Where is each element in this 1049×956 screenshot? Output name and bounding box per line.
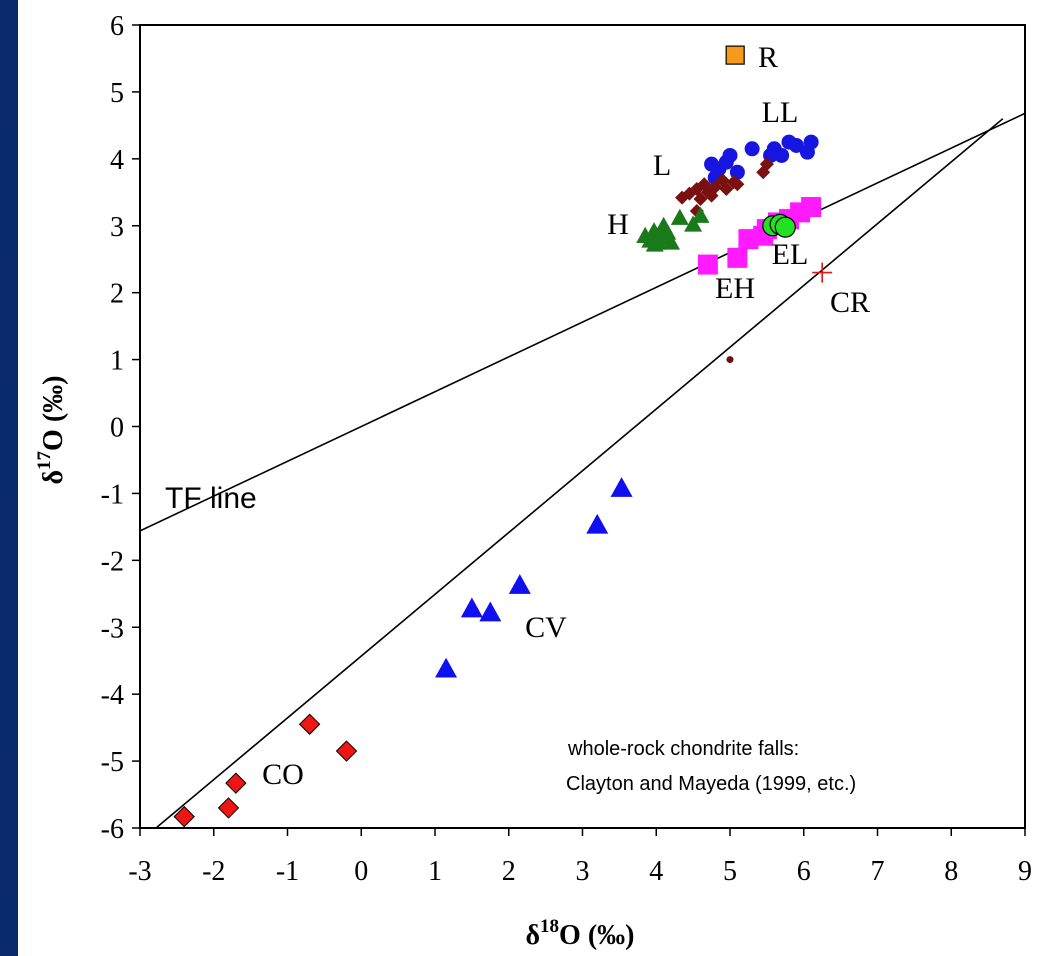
y-tick-label: 1: [110, 346, 124, 377]
source-note-line1: whole-rock chondrite falls:: [567, 738, 799, 760]
y-tick-label: -2: [101, 546, 124, 577]
reference-point: [726, 356, 734, 364]
cv-point: [479, 601, 502, 622]
x-tick-label: 4: [649, 856, 663, 887]
ll-point: [722, 147, 738, 163]
y-tick-label: 3: [110, 212, 124, 243]
x-tick-label: -2: [202, 856, 225, 887]
h-point: [670, 208, 689, 225]
co-point: [335, 740, 358, 762]
x-tick-label: 3: [576, 856, 590, 887]
eh-point: [697, 254, 718, 275]
co-point: [225, 772, 247, 794]
x-tick-label: 0: [354, 856, 368, 887]
cv-point: [435, 657, 458, 678]
tf-line-label: TF line: [165, 482, 257, 515]
h-point: [662, 233, 680, 250]
ll-point: [774, 147, 790, 163]
h-point: [691, 206, 710, 223]
cv-point: [610, 477, 633, 497]
tf-line: [140, 112, 1025, 532]
y-tick-label: -6: [101, 814, 124, 845]
l-point: [719, 181, 734, 196]
x-tick-label: 8: [944, 856, 958, 887]
series-label-el: EL: [772, 238, 809, 271]
y-axis-label: δ17O (‰): [34, 376, 69, 485]
series-label-h: H: [607, 208, 629, 241]
y-tick-label: 6: [110, 11, 124, 42]
x-tick-label: 6: [797, 856, 811, 887]
series-label-co: CO: [262, 758, 304, 791]
x-tick-label: 9: [1018, 856, 1032, 887]
y-tick-label: 5: [110, 78, 124, 109]
source-note-line2: Clayton and Mayeda (1999, etc.): [566, 773, 856, 795]
regression-line: [154, 118, 1004, 828]
ll-point: [803, 134, 819, 150]
y-tick-label: -5: [101, 747, 124, 778]
series-label-r: R: [758, 41, 778, 74]
eh-point: [727, 247, 748, 268]
l-point: [693, 191, 708, 206]
co-point: [298, 713, 321, 735]
r-point: [725, 45, 745, 65]
cv-point: [508, 574, 531, 594]
h-point: [684, 215, 703, 232]
l-point: [759, 157, 774, 172]
x-tick-label: 5: [723, 856, 737, 887]
y-tick-label: 2: [110, 279, 124, 310]
x-tick-label: 7: [871, 856, 885, 887]
co-point: [217, 797, 240, 819]
l-point: [704, 188, 719, 203]
plot-area: [139, 24, 1026, 829]
eh-point: [801, 197, 822, 218]
ll-point: [788, 137, 804, 153]
cv-point: [460, 597, 483, 618]
co-point: [173, 805, 195, 828]
h-point: [645, 235, 664, 252]
y-tick-label: -4: [101, 680, 124, 711]
el-point: [774, 216, 796, 238]
x-tick-label: -1: [276, 856, 299, 887]
series-label-cr: CR: [830, 286, 870, 319]
series-label-cv: CV: [525, 611, 567, 644]
y-tick-label: 4: [110, 145, 124, 176]
x-axis-label: δ18O (‰): [526, 916, 635, 951]
series-label-eh: EH: [715, 272, 755, 305]
x-tick-label: -3: [128, 856, 151, 887]
x-tick-label: 1: [428, 856, 442, 887]
l-point: [730, 177, 745, 192]
cv-point: [586, 513, 609, 534]
y-tick-label: -1: [101, 479, 124, 510]
y-tick-label: -3: [101, 613, 124, 644]
x-tick-label: 2: [502, 856, 516, 887]
series-label-ll: LL: [762, 96, 799, 129]
y-tick-label: 0: [110, 413, 124, 444]
ll-point: [744, 141, 760, 157]
series-label-l: L: [653, 149, 671, 182]
